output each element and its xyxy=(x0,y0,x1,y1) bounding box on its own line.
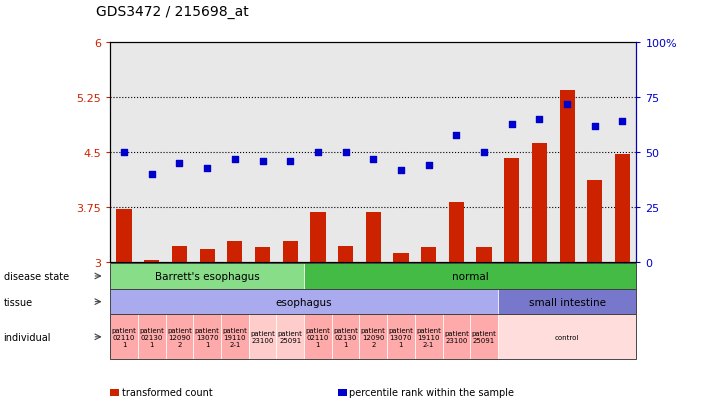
Point xyxy=(451,132,462,139)
Text: Barrett's esophagus: Barrett's esophagus xyxy=(155,271,260,281)
Point xyxy=(146,171,157,178)
Bar xyxy=(504,159,519,262)
Bar xyxy=(144,261,159,262)
Text: patient
23100: patient 23100 xyxy=(444,330,469,344)
Text: patient
19110
2-1: patient 19110 2-1 xyxy=(223,327,247,347)
Bar xyxy=(255,248,270,262)
Bar xyxy=(200,249,215,262)
Text: patient
19110
2-1: patient 19110 2-1 xyxy=(416,327,441,347)
Text: patient
25091: patient 25091 xyxy=(278,330,303,344)
Point xyxy=(617,119,629,126)
Point xyxy=(340,150,351,156)
Text: disease state: disease state xyxy=(4,271,69,281)
Text: percentile rank within the sample: percentile rank within the sample xyxy=(349,387,514,397)
Bar xyxy=(282,242,298,262)
Point xyxy=(589,123,601,130)
Text: small intestine: small intestine xyxy=(528,297,606,307)
Point xyxy=(562,101,573,108)
Text: patient
12090
2: patient 12090 2 xyxy=(361,327,385,347)
Point xyxy=(118,150,129,156)
Text: esophagus: esophagus xyxy=(276,297,332,307)
Point xyxy=(312,150,324,156)
Bar xyxy=(228,242,242,262)
Bar xyxy=(310,213,326,262)
Point xyxy=(423,163,434,169)
Text: patient
13070
1: patient 13070 1 xyxy=(195,327,220,347)
Text: patient
02130
1: patient 02130 1 xyxy=(139,327,164,347)
Text: individual: individual xyxy=(4,332,51,342)
Text: patient
02130
1: patient 02130 1 xyxy=(333,327,358,347)
Bar xyxy=(338,246,353,262)
Bar xyxy=(172,246,187,262)
Text: control: control xyxy=(555,334,579,340)
Bar xyxy=(560,91,574,262)
Text: patient
12090
2: patient 12090 2 xyxy=(167,327,192,347)
Text: tissue: tissue xyxy=(4,297,33,307)
Bar xyxy=(393,254,409,262)
Bar xyxy=(476,248,492,262)
Point xyxy=(479,150,490,156)
Text: transformed count: transformed count xyxy=(122,387,213,397)
Text: patient
13070
1: patient 13070 1 xyxy=(388,327,413,347)
Point xyxy=(257,158,268,165)
Point xyxy=(229,156,240,163)
Bar xyxy=(421,248,437,262)
Text: GDS3472 / 215698_at: GDS3472 / 215698_at xyxy=(96,5,249,19)
Bar xyxy=(615,154,630,262)
Point xyxy=(173,160,185,167)
Bar xyxy=(587,180,602,262)
Bar xyxy=(449,202,464,262)
Bar xyxy=(532,144,547,262)
Point xyxy=(368,156,379,163)
Point xyxy=(201,165,213,171)
Bar xyxy=(117,210,132,262)
Point xyxy=(395,167,407,173)
Text: patient
02110
1: patient 02110 1 xyxy=(112,327,137,347)
Text: patient
02110
1: patient 02110 1 xyxy=(306,327,331,347)
Point xyxy=(534,116,545,123)
Text: normal: normal xyxy=(451,271,488,281)
Bar xyxy=(365,213,381,262)
Text: patient
23100: patient 23100 xyxy=(250,330,275,344)
Point xyxy=(506,121,518,128)
Point xyxy=(284,158,296,165)
Text: patient
25091: patient 25091 xyxy=(471,330,496,344)
